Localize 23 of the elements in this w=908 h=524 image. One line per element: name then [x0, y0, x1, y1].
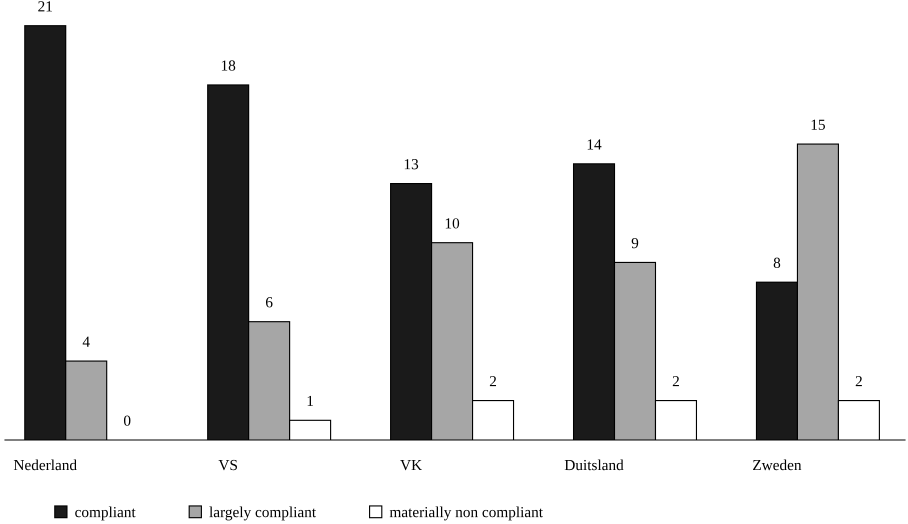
data-label: 2: [856, 376, 862, 386]
data-label: 18: [222, 60, 236, 71]
data-label: 2: [490, 376, 496, 386]
data-label: 2: [672, 376, 679, 386]
data-label: 1: [308, 396, 314, 406]
data-label: 14: [588, 139, 602, 150]
data-label: 13: [404, 159, 418, 170]
data-label: 9: [632, 238, 638, 248]
legend-label: largely compliant: [209, 506, 316, 520]
data-label: 6: [266, 297, 273, 308]
legend-label: materially non compliant: [390, 506, 543, 520]
x-tick-label: Nederland: [14, 459, 77, 470]
x-tick-label: VS: [218, 460, 237, 470]
x-tick-label: Duitsland: [564, 459, 624, 470]
data-label: 21: [38, 1, 52, 12]
data-label: 4: [82, 336, 90, 347]
x-tick-label: VK: [400, 460, 422, 470]
legend-label: compliant: [75, 506, 136, 520]
data-label: 8: [774, 258, 780, 268]
data-label: 10: [446, 218, 460, 229]
x-tick-label: Zweden: [753, 459, 802, 470]
data-label: 0: [124, 415, 130, 426]
data-label: 15: [812, 120, 825, 130]
